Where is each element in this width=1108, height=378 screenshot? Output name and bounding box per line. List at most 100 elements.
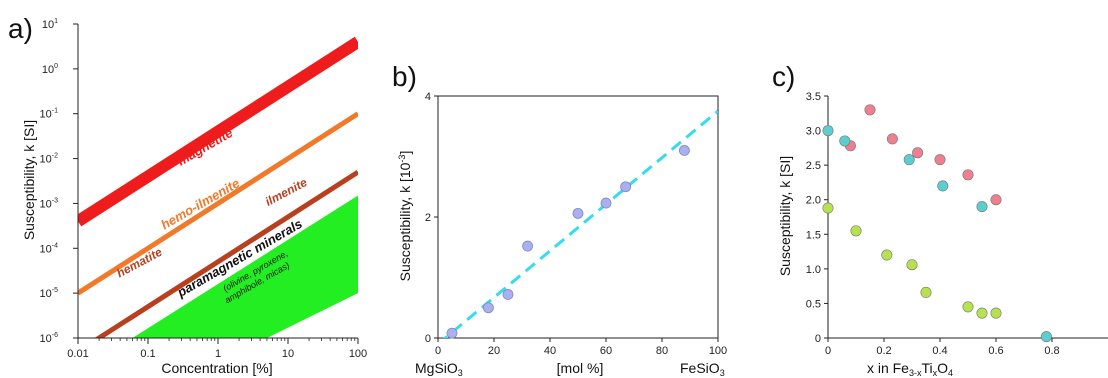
data-point — [502, 289, 514, 300]
panel-c-y-tick-label: 3.0 — [806, 126, 821, 138]
data-point-series-3 — [920, 286, 932, 298]
panel-b-y-tick-label: 2 — [425, 212, 431, 224]
panel-a-y-tick-label: 10-4 — [40, 242, 59, 255]
panel-b-x-tick-label: 60 — [600, 345, 612, 357]
panel-c-label: c) — [772, 61, 795, 92]
data-point-series-3 — [906, 259, 918, 271]
panel-c-x-tick-label: 0.4 — [932, 345, 947, 357]
panel-a-y-tick-label: 100 — [42, 63, 58, 76]
data-point-series-2 — [1040, 331, 1052, 343]
data-point-series-2 — [937, 180, 949, 192]
data-point — [679, 145, 690, 156]
tick-base: 10 — [42, 19, 54, 31]
tick-base: 10 — [40, 243, 52, 255]
panel-c-y-axis-label: Susceptibility, k [SI] — [777, 156, 793, 276]
panel-c-x-tick-label: 0.6 — [988, 345, 1003, 357]
panel-b-label: b) — [392, 61, 417, 92]
data-point-series-1 — [990, 194, 1002, 206]
panel-a-y-tick-label: 101 — [42, 18, 58, 31]
panel-a-y-tick-label: 10-2 — [40, 153, 59, 166]
tick-base: 10 — [40, 109, 52, 121]
panel-b-x-tick-label: 0 — [435, 345, 441, 357]
series-line-ilmenite — [94, 169, 358, 338]
panel-c-xl-sub3: 4 — [948, 368, 953, 378]
data-point-series-2 — [903, 154, 915, 166]
data-point — [620, 181, 631, 193]
panel-a-y-tick-label: 10-1 — [40, 108, 59, 121]
tick-exponent: -2 — [52, 153, 58, 160]
panel-c: c) x in Fe3-xTixO4 Susceptibility, k [SI… — [772, 61, 1108, 378]
panel-a-y-tick-label: 10-3 — [40, 197, 59, 210]
data-point-series-3 — [976, 307, 988, 319]
panel-c-y-tick-label: 0.5 — [806, 298, 821, 310]
panel-c-y-tick-label: 3.5 — [806, 91, 821, 103]
series-label-hemo-ilmenite: hemo-ilmenite — [158, 175, 242, 232]
panel-a-label: a) — [8, 13, 33, 44]
data-point-series-3 — [881, 249, 893, 261]
data-point-series-1 — [934, 154, 946, 166]
panel-c-y-tick-label: 0 — [815, 333, 821, 345]
data-point-series-1 — [962, 169, 974, 181]
panel-a-y-tick-label: 10-6 — [40, 332, 59, 345]
data-point-series-3 — [990, 307, 1002, 319]
panel-b-x-left-sub: 3 — [458, 368, 463, 378]
panel-c-x-tick-label: 0.2 — [876, 345, 891, 357]
panel-a-x-axis-label: Concentration [%] — [161, 360, 272, 376]
series-line-magnetite — [78, 36, 358, 227]
panel-c-y-tick-label: 2.0 — [806, 195, 821, 207]
data-point — [482, 302, 494, 314]
tick-base: 10 — [42, 64, 54, 76]
annotation-label-ilmenite: ilmenite — [263, 175, 310, 209]
panel-a-y-axis-label: Susceptibility, k [SI] — [21, 120, 37, 240]
tick-exponent: -6 — [52, 332, 58, 339]
tick-base: 10 — [40, 154, 52, 166]
panel-b-x-tick-label: 100 — [709, 345, 727, 357]
tick-base: 10 — [40, 288, 52, 300]
panel-b-x-left-base: MgSiO — [415, 360, 458, 376]
panel-c-xl-c: O — [937, 360, 948, 376]
panel-c-y-tick-label: 2.5 — [806, 160, 821, 172]
tick-exponent: 1 — [54, 18, 58, 25]
data-point-series-1 — [886, 133, 898, 145]
panel-c-xl-b: Ti — [921, 360, 932, 376]
panel-b-y-label-main: Susceptibility, k [10 — [397, 162, 413, 281]
panel-a-x-tick-label: 0.1 — [140, 348, 155, 360]
paramagnetic-region — [132, 195, 358, 338]
panel-b-y-tick-label: 0 — [425, 333, 431, 345]
data-point — [446, 327, 458, 339]
series-line-hemo-ilmenite — [78, 111, 358, 296]
data-point-series-2 — [839, 135, 851, 147]
data-point-series-1 — [912, 147, 924, 159]
tick-exponent: -1 — [52, 108, 58, 115]
panel-a-x-tick-label: 100 — [349, 348, 367, 360]
panel-b-y-label-exp: -3 — [397, 155, 407, 163]
tick-base: 10 — [40, 198, 52, 210]
panel-b-x-axis-label: [mol %] — [557, 360, 604, 376]
tick-exponent: -3 — [52, 197, 58, 204]
panel-a-x-tick-label: 1 — [215, 348, 221, 360]
panel-b-x-left-label: MgSiO3 — [415, 360, 463, 378]
tick-exponent: -4 — [52, 242, 58, 249]
panel-b-x-tick-label: 80 — [656, 345, 668, 357]
panel-c-x-tick-label: 0 — [825, 345, 831, 357]
panel-b-y-label-end: ] — [397, 151, 413, 155]
panel-c-y-tick-label: 1.5 — [806, 229, 821, 241]
panel-b-x-tick-label: 40 — [544, 345, 556, 357]
data-point-series-3 — [850, 225, 862, 237]
tick-base: 10 — [40, 333, 52, 345]
panel-b: b) [mol %] MgSiO3 FeSiO3 Susceptibility,… — [392, 61, 727, 378]
panel-b-x-right-label: FeSiO3 — [680, 360, 725, 378]
panel-c-x-axis-label: x in Fe3-xTixO4 — [867, 360, 953, 378]
panel-b-x-tick-label: 20 — [488, 345, 500, 357]
panel-c-xl-sub1: 3-x — [909, 368, 922, 378]
tick-exponent: 0 — [54, 63, 58, 70]
tick-exponent: -5 — [52, 287, 58, 294]
panel-b-y-tick-label: 4 — [425, 91, 431, 103]
data-point — [600, 197, 612, 209]
data-point — [572, 207, 584, 219]
data-point — [522, 240, 533, 252]
panel-b-x-right-sub: 3 — [720, 368, 725, 378]
panel-c-x-tick-label: 0.8 — [1044, 345, 1059, 357]
data-point-series-3 — [962, 301, 974, 313]
